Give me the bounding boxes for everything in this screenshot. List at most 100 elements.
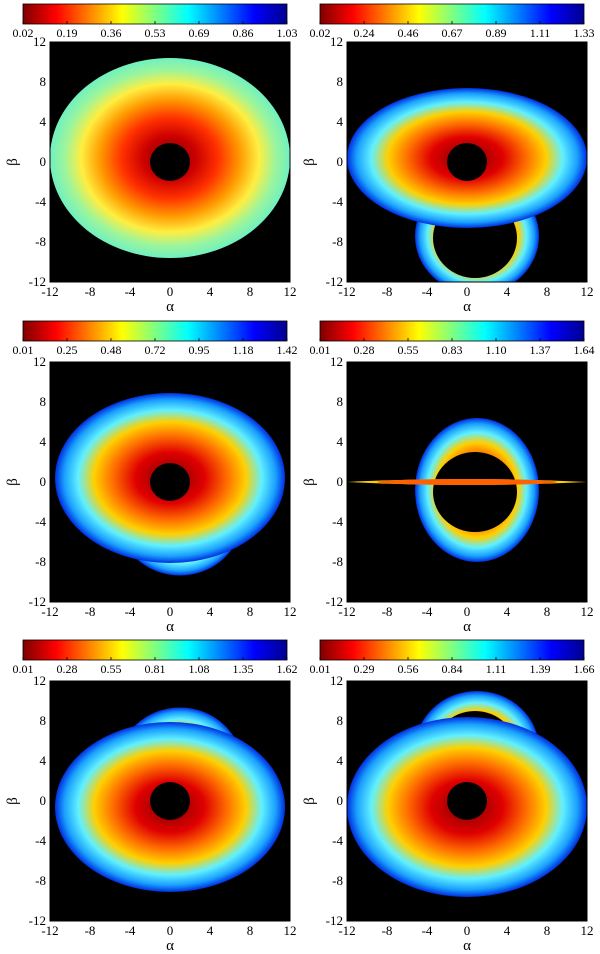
colorbar-tick-label: 0.01: [13, 343, 34, 357]
x-tick-label: 8: [247, 923, 254, 938]
x-axis-label: α: [166, 299, 174, 315]
y-tick-label: -12: [326, 913, 343, 928]
x-tick-label: -12: [338, 284, 355, 299]
x-tick-label: -4: [422, 604, 433, 619]
y-tick-label: 0: [40, 154, 47, 169]
axes-frame: [346, 680, 588, 922]
x-axis-label: α: [463, 938, 471, 954]
x-tick-label: -12: [41, 284, 58, 299]
colorbar-tick-label: 0.55: [398, 343, 419, 357]
x-axis-label: α: [166, 938, 174, 954]
colorbar-tick-label: 0.55: [101, 662, 122, 676]
axes-frame: [346, 41, 588, 283]
y-tick-label: -4: [332, 833, 343, 848]
x-tick-label: 12: [581, 284, 594, 299]
colorbar-tick-label: 1.11: [486, 662, 507, 676]
disk-shadow: [150, 463, 190, 501]
y-tick-label: -4: [332, 514, 343, 529]
colorbar-tick-label: 0.72: [145, 343, 166, 357]
colorbar-tick-label: 1.62: [277, 662, 298, 676]
y-tick-label: -12: [29, 594, 46, 609]
colorbar-tick-label: 0.56: [398, 662, 419, 676]
colorbar-tick-label: 0.01: [310, 343, 331, 357]
colorbar-tick-label: 1.35: [233, 662, 254, 676]
y-tick-label: -4: [35, 194, 46, 209]
colorbar-tick-label: 0.84: [442, 662, 463, 676]
x-tick-label: 12: [581, 604, 594, 619]
y-axis-label: β: [5, 478, 21, 486]
x-axis-label: α: [166, 619, 174, 635]
axes-frame: [49, 41, 291, 283]
disk-shadow: [447, 143, 487, 181]
y-tick-label: 12: [330, 673, 343, 688]
colorbar-tick-label: 0.02: [13, 26, 34, 40]
colorbar-tick-label: 1.39: [530, 662, 551, 676]
y-tick-label: 12: [330, 354, 343, 369]
y-axis-label: β: [5, 797, 21, 805]
x-tick-label: -12: [338, 604, 355, 619]
colorbar-tick-label: 0.69: [189, 26, 210, 40]
colorbar: 0.02 0.19 0.36 0.53 0.69 0.86 1.03: [13, 3, 298, 40]
x-tick-label: 0: [464, 604, 471, 619]
x-tick-label: 12: [284, 284, 297, 299]
y-tick-label: -12: [326, 594, 343, 609]
disk-sheet-core: [377, 479, 557, 485]
y-tick-label: -4: [332, 194, 343, 209]
x-tick-label: -8: [382, 923, 393, 938]
y-tick-label: 12: [33, 354, 46, 369]
colorbar-tick-label: 0.01: [13, 662, 34, 676]
colorbar-tick-label: 0.48: [101, 343, 122, 357]
x-tick-label: -8: [85, 604, 96, 619]
colorbar-tick-label: 0.24: [354, 26, 375, 40]
y-tick-label: 8: [337, 394, 344, 409]
y-tick-label: 12: [33, 673, 46, 688]
x-tick-label: 8: [247, 284, 254, 299]
chart-panel-6: 0.01 0.29 0.56 0.84 1.11 1.39 1.66 -12 -8 -4 0 4 8 12…: [302, 639, 595, 954]
colorbar-tick-label: 0.86: [233, 26, 254, 40]
colorbar: 0.01 0.29 0.56 0.84 1.11 1.39 1.66: [310, 639, 595, 676]
colorbar: 0.01 0.28 0.55 0.81 1.08 1.35 1.62: [13, 639, 298, 676]
colorbar-tick-label: 1.33: [574, 26, 595, 40]
x-tick-label: 8: [544, 284, 551, 299]
chart-panel-1: 0.02 0.19 0.36 0.53 0.69 0.86 1.03 -12 -8 -4 0 4 8 12…: [5, 3, 298, 315]
chart-panel-4: 0.01 0.28 0.55 0.83 1.10 1.37 1.64 -12 -8 -4 0 4 8 12…: [302, 320, 595, 635]
colorbar-tick-label: 1.66: [574, 662, 595, 676]
colorbar-tick-label: 1.18: [233, 343, 254, 357]
colorbar: 0.01 0.25 0.48 0.72 0.95 1.18 1.42: [13, 320, 298, 357]
chart-panel-2: 0.02 0.24 0.46 0.67 0.89 1.11 1.33 -12 -8 -4 0 4 8 12…: [302, 3, 595, 315]
y-tick-label: 0: [40, 793, 47, 808]
x-tick-label: 12: [284, 604, 297, 619]
x-tick-label: -12: [338, 923, 355, 938]
colorbar-tick-label: 0.25: [57, 343, 78, 357]
y-tick-label: -12: [29, 913, 46, 928]
disk-shadow: [447, 782, 487, 820]
colorbar-tick-label: 0.28: [57, 662, 78, 676]
y-tick-label: 12: [330, 34, 343, 49]
y-axis-label: β: [5, 158, 21, 166]
x-tick-label: -12: [41, 923, 58, 938]
x-tick-label: 4: [207, 604, 214, 619]
y-tick-label: -12: [326, 274, 343, 289]
y-tick-label: -8: [35, 554, 46, 569]
y-tick-label: 4: [40, 434, 47, 449]
y-tick-label: 8: [337, 74, 344, 89]
x-tick-label: 8: [544, 923, 551, 938]
x-tick-label: -12: [41, 604, 58, 619]
y-tick-label: -8: [332, 873, 343, 888]
colorbar-tick-label: 1.08: [189, 662, 210, 676]
colorbar-tick-label: 1.10: [486, 343, 507, 357]
colorbar-tick-label: 0.89: [486, 26, 507, 40]
colorbar-tick-label: 0.28: [354, 343, 375, 357]
colorbar-tick-label: 0.29: [354, 662, 375, 676]
x-tick-label: -8: [382, 604, 393, 619]
y-tick-label: 4: [40, 114, 47, 129]
y-tick-label: 4: [40, 753, 47, 768]
y-tick-label: 0: [40, 474, 47, 489]
colorbar-tick-label: 0.46: [398, 26, 419, 40]
y-tick-label: 0: [337, 154, 344, 169]
x-tick-label: -4: [125, 284, 136, 299]
y-tick-label: 8: [40, 74, 47, 89]
x-tick-label: 0: [464, 284, 471, 299]
y-tick-label: -8: [332, 234, 343, 249]
